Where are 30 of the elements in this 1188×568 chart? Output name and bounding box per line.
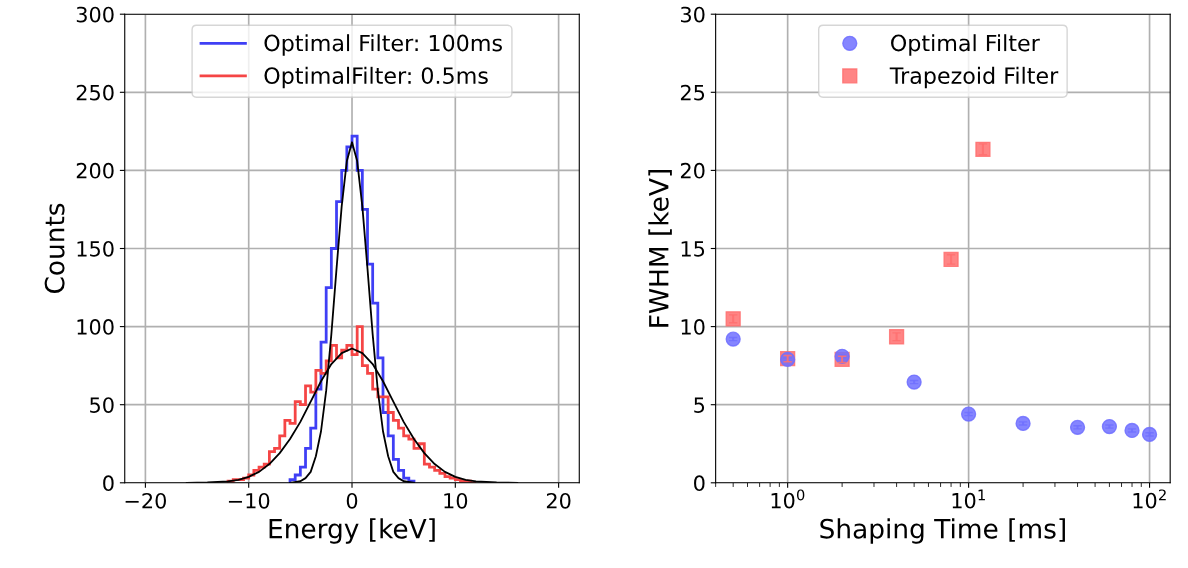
y-tick-label: 10 xyxy=(681,319,705,335)
y-tick-label: 5 xyxy=(694,397,705,413)
y-tick-label: 0 xyxy=(103,475,114,492)
legend-label: Trapezoid Filter xyxy=(889,66,1059,89)
legend-label: OptimalFilter: 0.5ms xyxy=(264,66,488,89)
y-tick-label: 0 xyxy=(694,475,705,492)
legend-label: Optimal Filter: 100ms xyxy=(264,34,502,56)
y-tick-label: 30 xyxy=(681,6,705,23)
y-tick-label: 100 xyxy=(77,319,114,335)
y-tick-label: 15 xyxy=(681,241,705,257)
y-axis-title: Counts xyxy=(44,203,65,294)
x-tick-label: 0 xyxy=(346,492,358,509)
x-tick-label: −20 xyxy=(125,492,166,509)
legend-label: Optimal Filter xyxy=(891,34,1040,56)
x-tick-label: 10$^{1}$ xyxy=(952,489,985,509)
y-tick-label: 50 xyxy=(90,397,114,413)
x-tick-label: 10$^{2}$ xyxy=(1133,489,1166,509)
y-tick-label: 150 xyxy=(77,240,114,257)
x-tick-label: 20 xyxy=(546,492,571,509)
y-axis-title: FWHM [keV] xyxy=(648,170,672,327)
y-tick-label: 25 xyxy=(680,84,705,101)
x-tick-label: 10 xyxy=(444,492,468,509)
y-tick-label: 300 xyxy=(76,6,114,23)
x-axis-title: Energy [keV] xyxy=(269,518,435,544)
y-tick-label: 200 xyxy=(76,162,114,179)
y-tick-label: 20 xyxy=(680,162,705,179)
x-tick-label: −10 xyxy=(228,492,270,509)
x-tick-label: 10$^{0}$ xyxy=(771,489,805,509)
x-axis-title: Shaping Time [ms] xyxy=(820,518,1065,544)
y-tick-label: 250 xyxy=(76,84,114,101)
